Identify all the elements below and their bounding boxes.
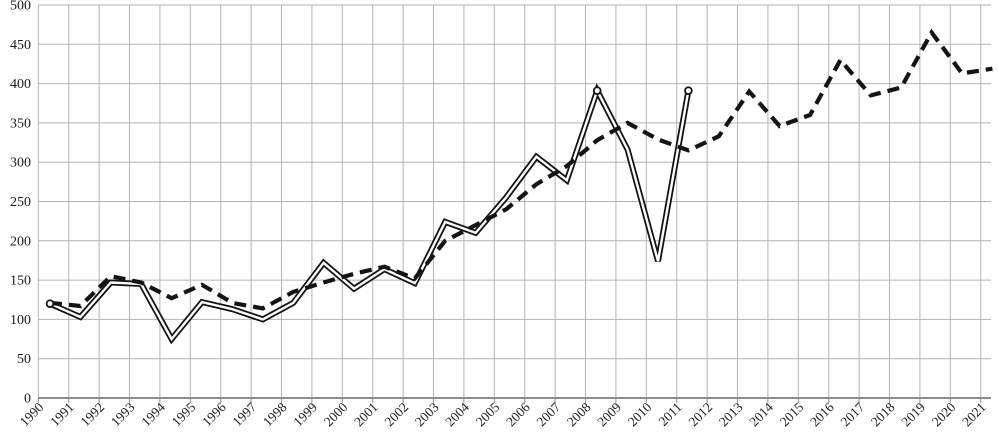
x-tick-label-1998: 1998 [260, 399, 290, 429]
x-tick-label-2020: 2020 [929, 399, 959, 429]
y-tick-label-450: 450 [10, 38, 31, 53]
x-tick-label-2011: 2011 [655, 400, 684, 429]
y-tick-label-100: 100 [10, 313, 31, 328]
x-tick-label-1992: 1992 [78, 400, 108, 430]
y-tick-label-400: 400 [10, 77, 31, 92]
x-tick-label-2021: 2021 [959, 400, 989, 430]
x-tick-label-1990: 1990 [17, 399, 47, 429]
x-tick-label-1999: 1999 [290, 399, 320, 429]
x-tick-label-2007: 2007 [534, 399, 564, 429]
solid-double-line-series-marker-1990 [45, 299, 55, 308]
x-tick-label-1996: 1996 [199, 399, 229, 429]
solid-double-line-series-marker-2011 [684, 86, 693, 95]
x-tick-label-2000: 2000 [321, 399, 351, 429]
x-tick-label-2003: 2003 [412, 399, 442, 429]
y-tick-label-50: 50 [17, 352, 31, 367]
x-tick-label-2017: 2017 [838, 399, 868, 429]
y-tick-label-350: 350 [10, 116, 31, 131]
x-tick-label-2015: 2015 [777, 399, 807, 429]
x-tick-label-2018: 2018 [868, 399, 898, 429]
x-tick-label-2019: 2019 [898, 399, 928, 429]
x-tick-label-2009: 2009 [594, 399, 624, 429]
y-tick-label-200: 200 [10, 234, 31, 249]
y-tick-label-300: 300 [10, 156, 31, 171]
x-tick-label-2005: 2005 [473, 399, 503, 429]
x-tick-label-1994: 1994 [138, 399, 168, 429]
bold-dashed-line-series [49, 28, 993, 311]
solid-double-line-series-marker-2008 [592, 86, 602, 95]
x-tick-label-2013: 2013 [716, 399, 746, 429]
x-tick-label-2008: 2008 [564, 399, 594, 429]
x-tick-label-1997: 1997 [230, 399, 260, 429]
x-tick-label-1995: 1995 [169, 399, 199, 429]
solid-double-line-series-core [49, 87, 690, 342]
y-tick-label-150: 150 [10, 274, 31, 289]
x-tick-label-2014: 2014 [746, 399, 776, 429]
y-tick-label-500: 500 [10, 0, 31, 14]
x-tick-label-2016: 2016 [807, 399, 837, 429]
x-tick-label-2004: 2004 [442, 399, 472, 429]
x-tick-label-2002: 2002 [382, 400, 412, 430]
y-tick-label-0: 0 [24, 392, 31, 407]
x-tick-label-2010: 2010 [625, 399, 655, 429]
x-tick-label-2001: 2001 [351, 400, 381, 430]
x-tick-label-2006: 2006 [503, 399, 533, 429]
x-tick-label-1993: 1993 [108, 399, 138, 429]
y-tick-label-250: 250 [10, 195, 31, 210]
x-tick-label-1991: 1991 [47, 400, 77, 430]
x-tick-label-2012: 2012 [686, 400, 716, 430]
solid-double-line-series-outline [48, 83, 692, 345]
